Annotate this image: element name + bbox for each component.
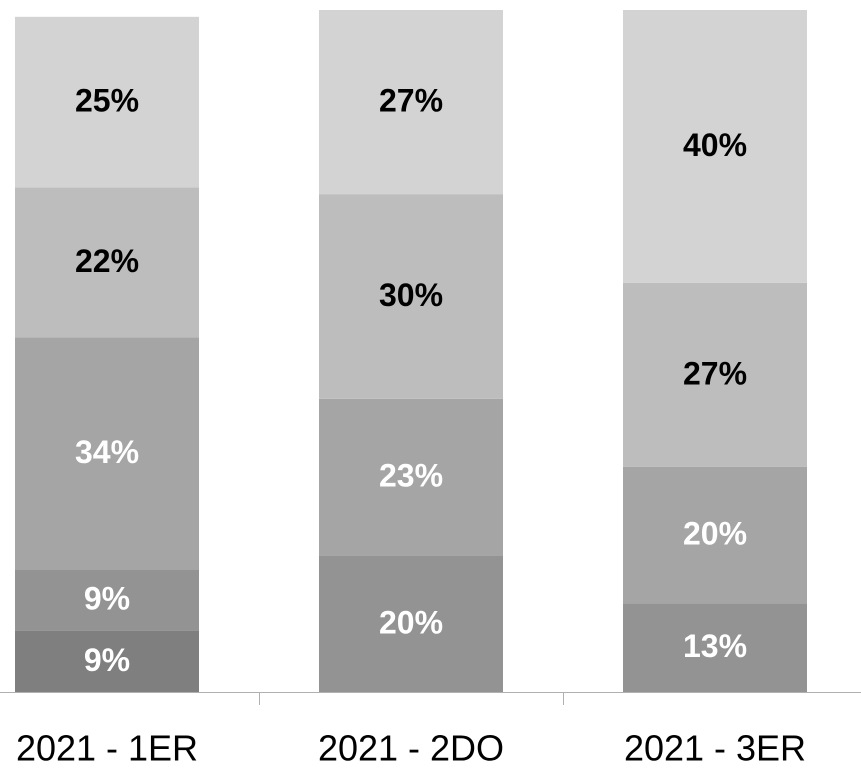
bar-segment <box>623 10 807 283</box>
data-label: 13% <box>683 628 747 664</box>
x-tick-label: 2021 - 3ER <box>624 728 806 769</box>
bar-segment <box>319 555 503 692</box>
bar-segment <box>319 194 503 399</box>
data-label: 40% <box>683 127 747 163</box>
data-label: 22% <box>75 243 139 279</box>
data-label: 27% <box>683 355 747 391</box>
bar-segment <box>15 187 199 338</box>
bar-segment <box>623 603 807 692</box>
bar-segment <box>15 16 199 188</box>
bar-segment <box>623 466 807 604</box>
data-label: 30% <box>379 277 443 313</box>
data-label: 9% <box>84 642 130 678</box>
data-label: 9% <box>84 580 130 616</box>
bar-segment <box>15 337 199 570</box>
x-tick-label: 2021 - 1ER <box>16 728 198 769</box>
x-tick-label: 2021 - 2DO <box>318 728 504 769</box>
data-label: 20% <box>683 516 747 552</box>
data-label: 27% <box>379 83 443 119</box>
bar-segment <box>319 398 503 556</box>
data-label: 25% <box>75 83 139 119</box>
bar-segment <box>15 630 199 692</box>
bar-segment <box>319 10 503 195</box>
data-label: 34% <box>75 434 139 470</box>
data-label: 23% <box>379 458 443 494</box>
bar-segment <box>15 569 199 631</box>
bar-segment <box>623 282 807 467</box>
data-label: 20% <box>379 604 443 640</box>
